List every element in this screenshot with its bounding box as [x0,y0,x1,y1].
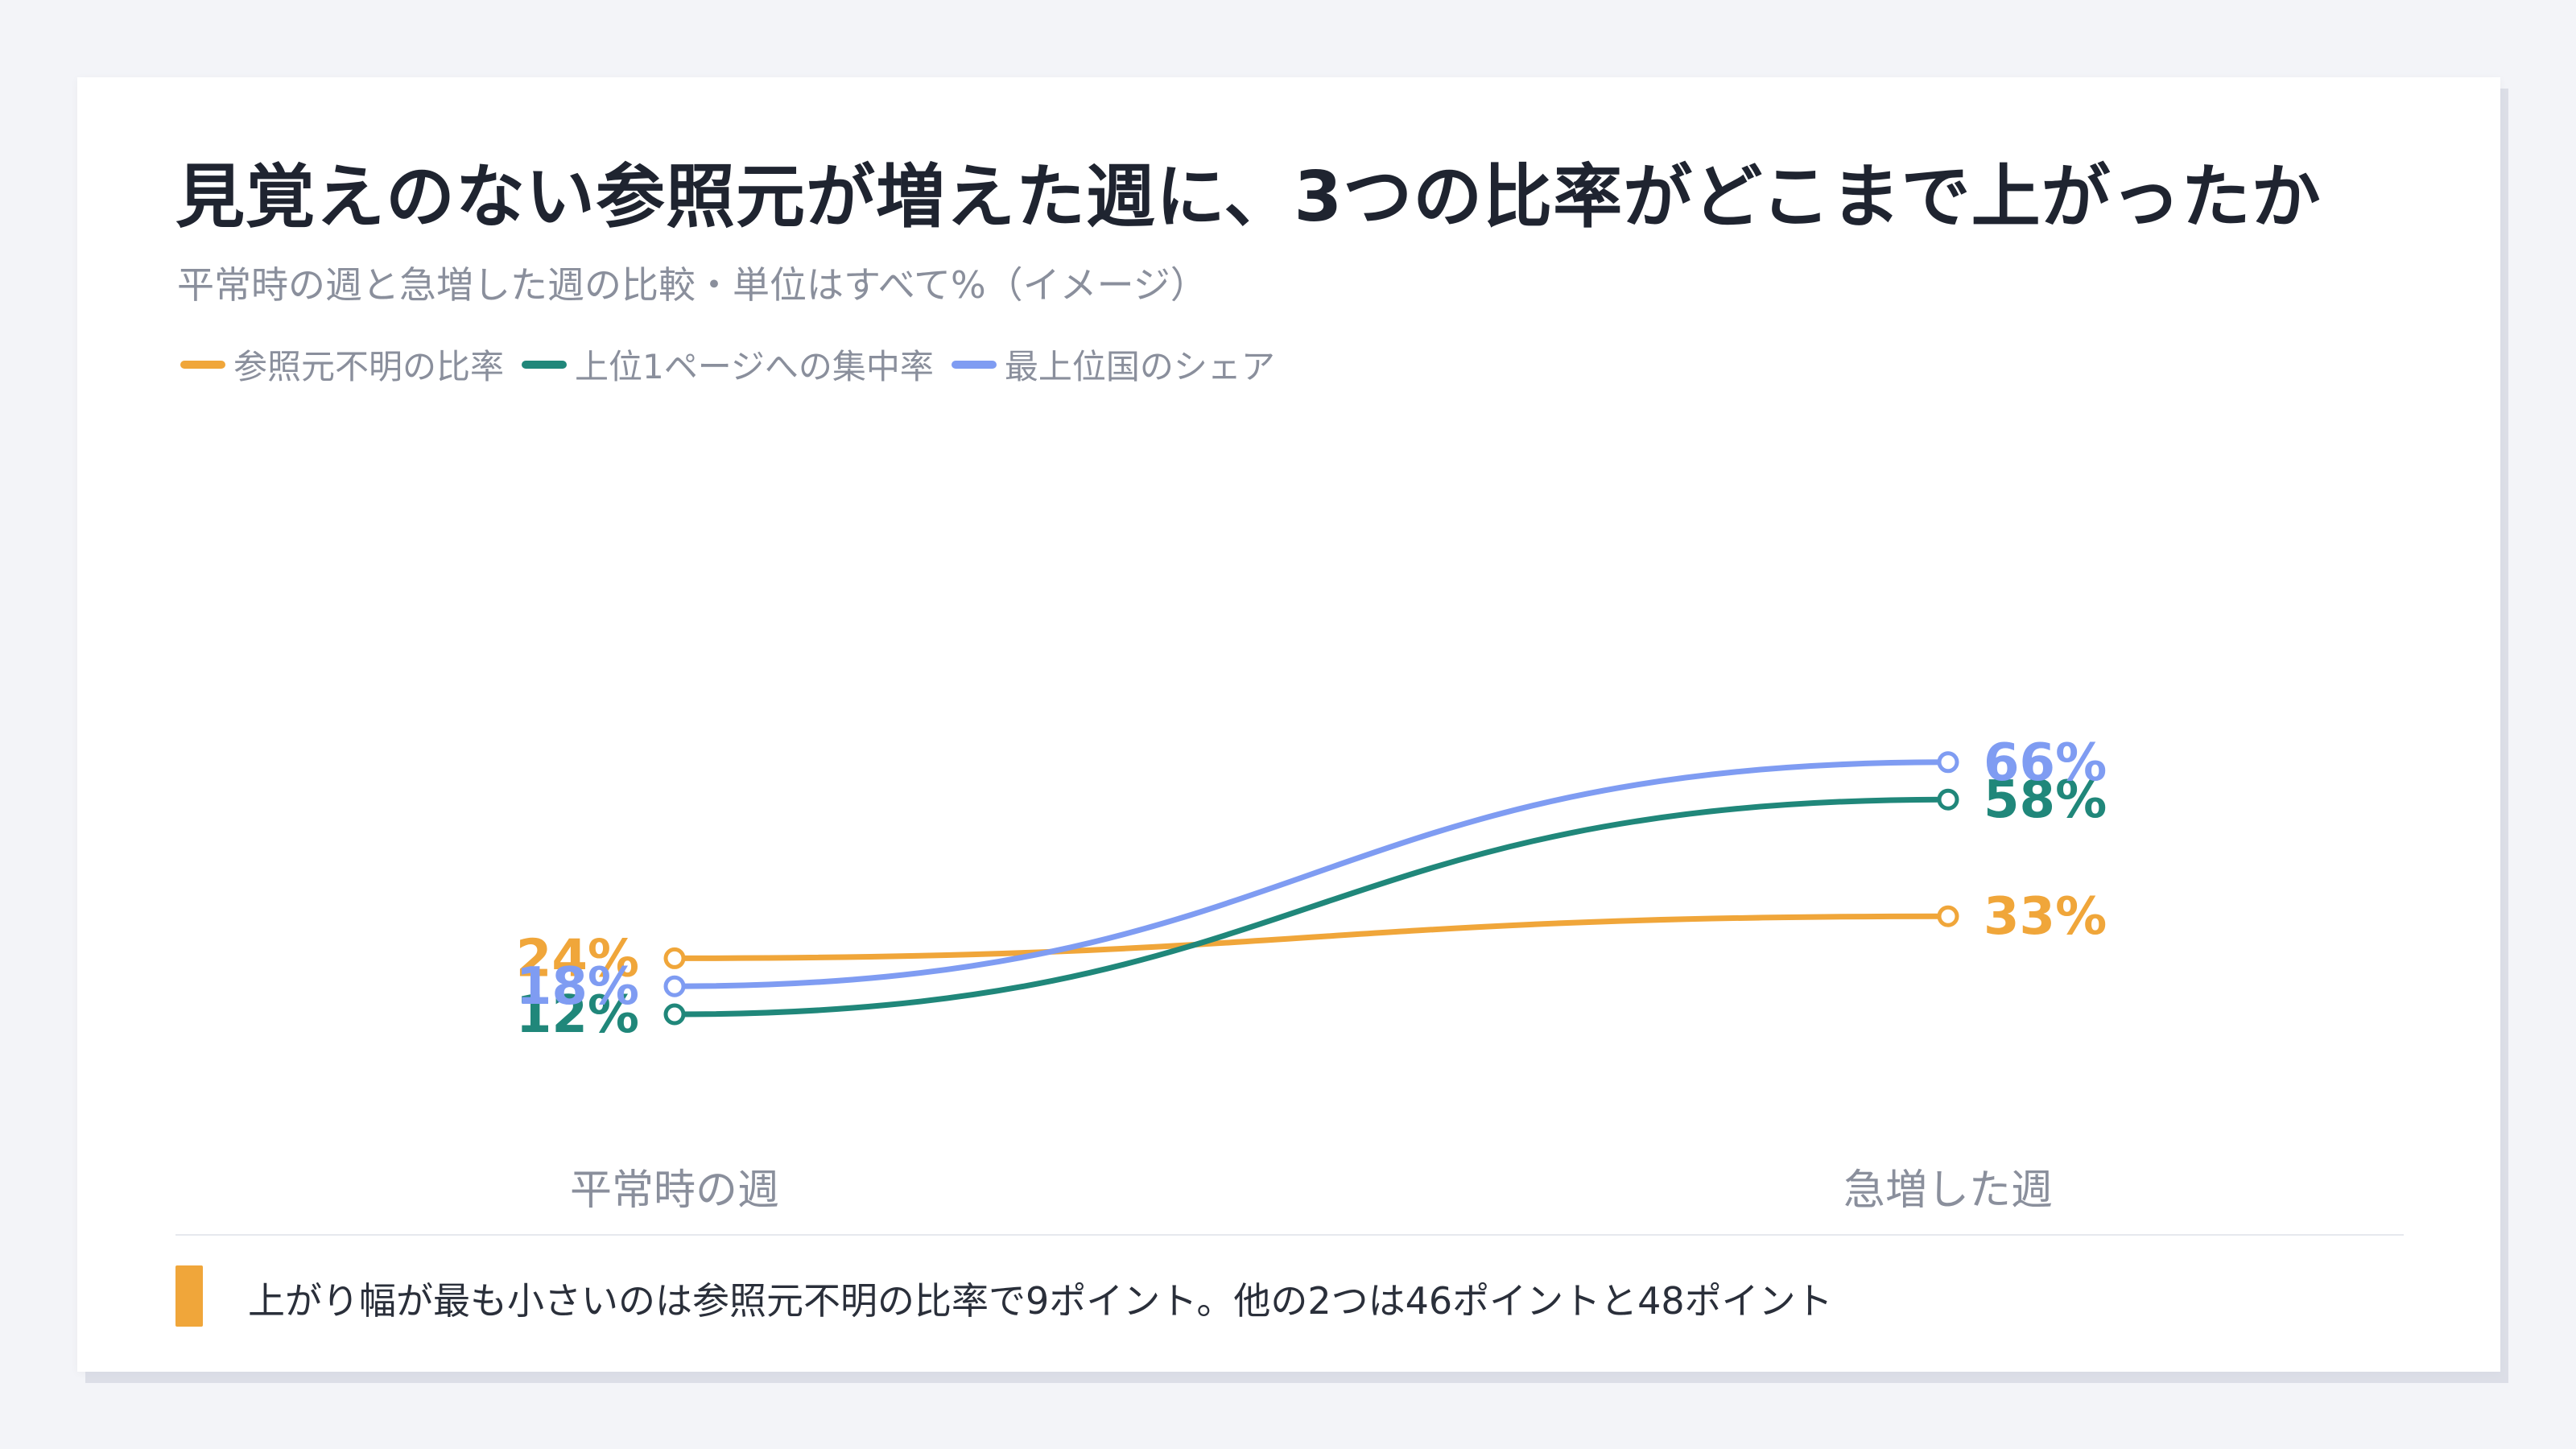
legend-item-top-country: 最上位国のシェア [951,340,1275,389]
legend-label-top-page: 上位1ページへの集中率 [575,347,934,386]
data-label-top-country-surge: 66% [1984,733,2107,793]
data-point-top-country-surge [1937,751,1959,774]
series-line-top-country [671,759,1951,989]
legend-swatch-unknown-referrer [180,360,225,369]
series-line-unknown-referrer [671,913,1951,961]
legend-item-top-page: 上位1ページへの集中率 [522,340,934,389]
data-label-top-country-normal: 18% [516,957,639,1017]
data-point-unknown-referrer-surge [1937,905,1959,927]
legend-swatch-top-country [951,360,997,369]
legend-label-unknown-referrer: 参照元不明の比率 [233,347,505,386]
note-accent-bar [175,1265,203,1327]
data-point-top-country-normal [663,975,686,997]
data-point-top-page-surge [1937,788,1959,811]
data-label-top-page-normal: 12% [516,985,639,1045]
line-chart: 24% 33% 12% 58% 18% 66% 平常時の週 急増した週 [516,733,2107,1215]
data-label-top-page-surge: 58% [1984,770,2107,830]
chart-subtitle: 平常時の週と急増した週の比較・単位はすべて%（イメージ） [177,263,1208,307]
data-label-unknown-referrer-surge: 33% [1984,887,2107,947]
legend: 参照元不明の比率 上位1ページへの集中率 最上位国のシェア [180,340,1293,389]
chart-title: 見覚えのない参照元が増えた週に、3つの比率がどこまで上がったか [175,157,2322,237]
note-text: 上がり幅が最も小さいのは参照元不明の比率で9ポイント。他の2つは46ポイントと4… [248,1279,1833,1323]
legend-item-unknown-referrer: 参照元不明の比率 [180,340,504,389]
x-axis-label-surge-week: 急増した週 [1843,1166,2053,1215]
chart-card: 見覚えのない参照元が増えた週に、3つの比率がどこまで上がったか 平常時の週と急増… [77,77,2500,1372]
series-line-top-page [671,796,1951,1018]
data-point-top-page-normal [663,1003,686,1026]
data-point-unknown-referrer-normal [663,947,686,969]
legend-swatch-top-page [522,360,568,369]
divider [175,1234,2404,1236]
data-label-unknown-referrer-normal: 24% [516,929,639,989]
x-axis-label-normal-week: 平常時の週 [570,1166,779,1215]
legend-label-top-country: 最上位国のシェア [1004,347,1275,386]
